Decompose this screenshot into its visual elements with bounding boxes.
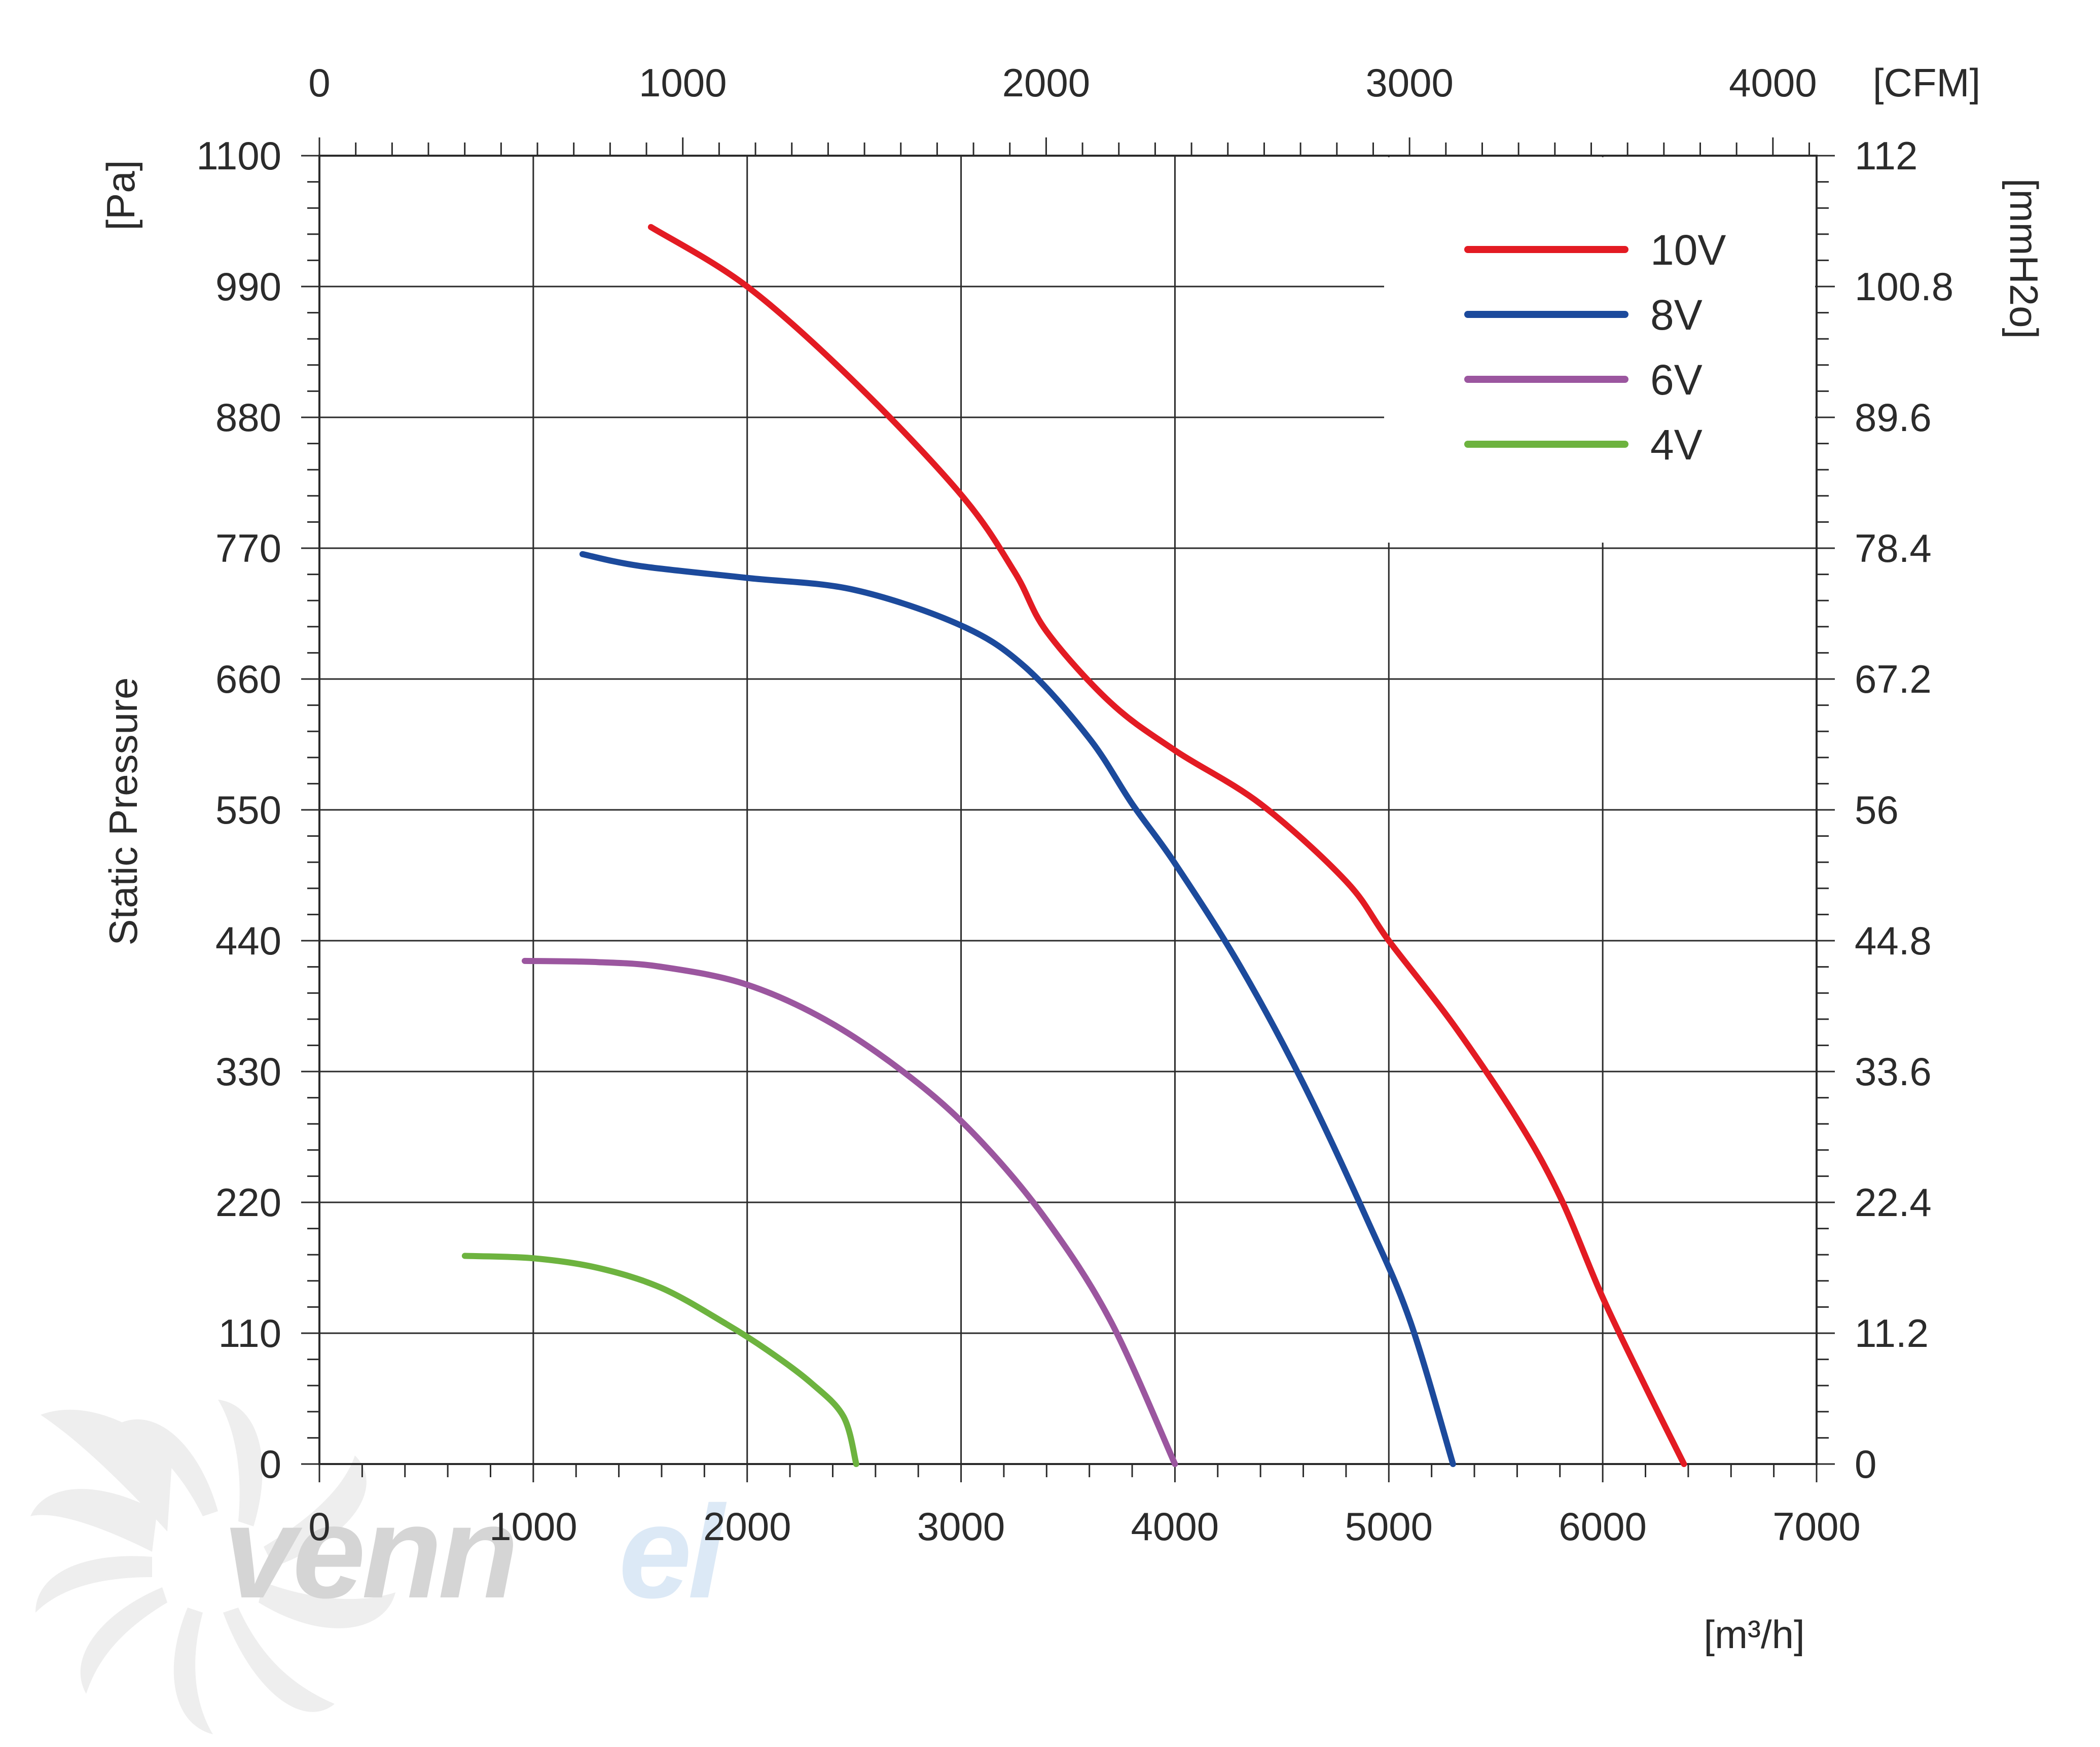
axis-ticks [301,137,1835,1482]
top-x-tick-label: 1000 [639,60,727,105]
x-unit-top: [CFM] [1873,60,1980,105]
right-y-tick-label: 33.6 [1855,1049,1932,1094]
bottom-x-tick-label: 2000 [703,1504,791,1549]
legend-label-4v: 4V [1650,421,1703,469]
bottom-x-tick-label: 7000 [1772,1504,1861,1549]
left-y-tick-label: 330 [215,1049,281,1094]
legend-background [1384,157,1815,543]
right-y-tick-label: 100.8 [1855,264,1953,309]
top-x-tick-label: 2000 [1002,60,1091,105]
left-y-tick-label: 770 [215,526,281,571]
right-y-tick-label: 112 [1855,133,1917,178]
legend-label-10v: 10V [1650,226,1726,274]
right-y-tick-label: 11.2 [1855,1311,1929,1356]
left-y-tick-label: 0 [260,1442,281,1486]
left-y-tick-labels: 0 110 220 330 440 550 660 770 880 990 1100 [196,133,281,1486]
brand-logo-text-light: el [619,1479,727,1626]
left-y-tick-label: 220 [215,1180,281,1225]
x-unit-bottom: [m³/h] [1704,1612,1804,1657]
right-y-tick-label: 0 [1855,1442,1876,1486]
bottom-x-tick-label: 1000 [489,1504,577,1549]
top-x-tick-label: 4000 [1729,60,1817,105]
right-y-tick-label: 56 [1855,788,1899,832]
y-axis-title: Static Pressure [101,678,146,946]
left-y-tick-label: 1100 [196,133,281,178]
legend-label-8v: 8V [1650,291,1703,339]
series-lines [461,224,1687,1467]
right-y-tick-label: 22.4 [1855,1180,1932,1225]
series-line-10v [647,224,1687,1467]
right-y-tick-labels: 0 11.2 22.4 33.6 44.8 56 67.2 78.4 89.6 100.8 112 [1855,133,1953,1486]
brand-logo: venn el [30,1400,731,1734]
top-x-tick-labels: 0 1000 2000 3000 4000 [308,60,1817,105]
left-y-tick-label: 440 [215,918,281,963]
right-y-tick-label: 67.2 [1855,657,1932,701]
fan-blade-icon [30,1400,395,1734]
bottom-x-tick-label: 5000 [1345,1504,1433,1549]
series-line-6v [521,957,1178,1467]
bottom-x-tick-label: 0 [308,1504,330,1549]
bottom-x-tick-label: 6000 [1559,1504,1647,1549]
bottom-x-tick-labels: 0 1000 2000 3000 4000 5000 6000 7000 [308,1504,1860,1549]
right-y-tick-label: 89.6 [1855,395,1932,440]
bottom-x-tick-label: 3000 [917,1504,1005,1549]
series-line-8v [579,551,1456,1467]
series-line-4v [461,1253,859,1467]
left-y-tick-label: 660 [215,657,281,701]
top-x-tick-label: 3000 [1365,60,1454,105]
left-y-tick-label: 880 [215,395,281,440]
legend: 10V 8V 6V 4V [1464,226,1726,469]
y-unit-right: [mmH2o] [2002,179,2046,339]
top-x-tick-label: 0 [308,60,330,105]
left-y-tick-label: 110 [219,1311,281,1356]
bottom-x-tick-label: 4000 [1131,1504,1219,1549]
y-unit-left: [Pa] [98,160,143,231]
brand-logo-text-dark: venn [223,1479,515,1626]
legend-label-6v: 6V [1650,356,1703,404]
left-y-tick-label: 990 [215,264,281,309]
right-y-tick-label: 78.4 [1855,526,1932,571]
right-y-tick-label: 44.8 [1855,918,1932,963]
left-y-tick-label: 550 [215,788,281,832]
plot-frame [318,155,1818,1465]
